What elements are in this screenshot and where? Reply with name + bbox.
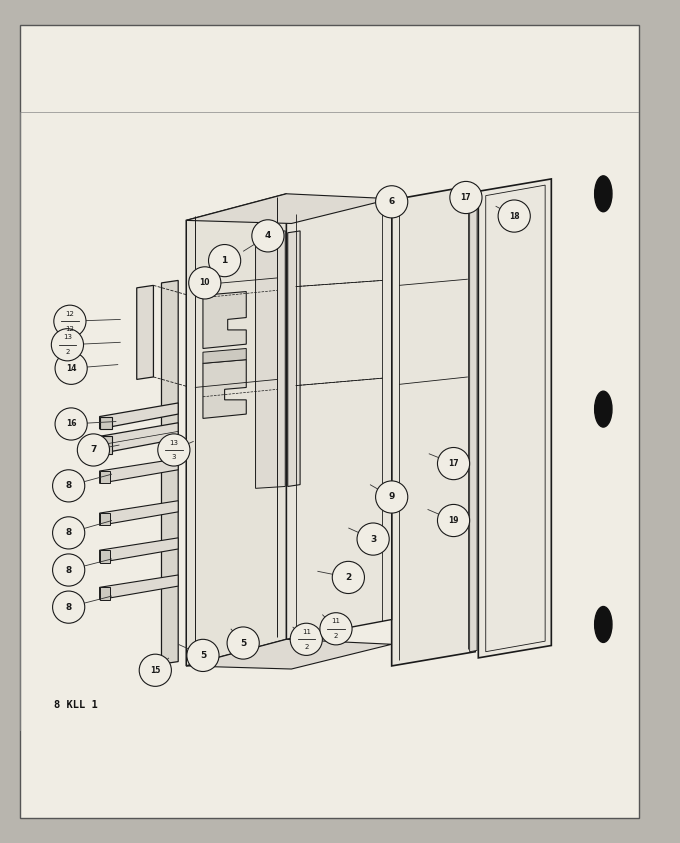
Polygon shape	[470, 186, 477, 652]
Text: 1: 1	[222, 256, 228, 265]
Polygon shape	[288, 231, 300, 486]
Ellipse shape	[594, 176, 612, 212]
Text: 2: 2	[304, 644, 309, 650]
Circle shape	[51, 329, 84, 361]
Polygon shape	[99, 550, 110, 562]
Circle shape	[375, 185, 408, 217]
Circle shape	[437, 448, 470, 480]
Circle shape	[357, 523, 389, 556]
Circle shape	[290, 623, 322, 655]
Polygon shape	[203, 292, 246, 348]
Text: 5: 5	[240, 638, 246, 647]
Text: 11: 11	[302, 629, 311, 635]
Polygon shape	[99, 459, 178, 483]
Text: 8: 8	[65, 603, 72, 612]
Polygon shape	[392, 185, 475, 666]
Polygon shape	[186, 639, 392, 669]
Text: 4: 4	[265, 231, 271, 240]
Text: 2: 2	[334, 633, 338, 639]
Circle shape	[52, 554, 85, 586]
Polygon shape	[203, 360, 246, 418]
Circle shape	[52, 470, 85, 502]
Polygon shape	[99, 501, 178, 525]
Circle shape	[139, 654, 171, 686]
Text: 9: 9	[388, 492, 395, 502]
Text: 16: 16	[66, 420, 76, 428]
Polygon shape	[99, 588, 110, 599]
Polygon shape	[99, 403, 178, 429]
Circle shape	[209, 244, 241, 277]
Text: 2: 2	[65, 349, 69, 355]
Text: 17: 17	[460, 193, 471, 202]
Polygon shape	[161, 281, 178, 664]
Circle shape	[52, 517, 85, 549]
Text: 8: 8	[65, 481, 72, 491]
Polygon shape	[99, 575, 178, 599]
Text: 5: 5	[200, 651, 206, 660]
Polygon shape	[203, 348, 246, 363]
Circle shape	[54, 305, 86, 337]
Polygon shape	[286, 199, 392, 639]
Circle shape	[187, 639, 219, 672]
Text: 6: 6	[388, 197, 395, 207]
Circle shape	[450, 181, 482, 213]
Circle shape	[375, 481, 408, 513]
Circle shape	[498, 200, 530, 232]
Circle shape	[437, 504, 470, 537]
Text: 11: 11	[331, 619, 341, 625]
Text: 13: 13	[169, 439, 178, 446]
Circle shape	[320, 613, 352, 645]
Circle shape	[55, 408, 87, 440]
Circle shape	[78, 434, 109, 466]
Text: 18: 18	[509, 212, 520, 221]
Text: 3: 3	[370, 534, 376, 544]
Polygon shape	[99, 416, 112, 429]
Text: 2: 2	[345, 573, 352, 582]
Polygon shape	[99, 437, 112, 454]
Text: 8: 8	[65, 566, 72, 575]
Polygon shape	[256, 231, 285, 488]
Polygon shape	[99, 513, 110, 525]
Ellipse shape	[594, 391, 612, 427]
Circle shape	[333, 561, 364, 593]
Text: 14: 14	[66, 364, 76, 373]
Text: 19: 19	[448, 516, 459, 525]
Text: 8 KLL 1: 8 KLL 1	[54, 700, 98, 710]
Polygon shape	[478, 179, 551, 658]
Text: 17: 17	[448, 459, 459, 468]
Polygon shape	[99, 538, 178, 562]
Text: 13: 13	[63, 335, 72, 341]
Polygon shape	[186, 194, 392, 223]
Circle shape	[158, 434, 190, 466]
Text: 15: 15	[150, 666, 160, 674]
Text: 12: 12	[65, 325, 74, 331]
Text: 12: 12	[65, 311, 74, 317]
Text: 8: 8	[65, 529, 72, 537]
Polygon shape	[99, 422, 178, 454]
Ellipse shape	[594, 606, 612, 642]
Circle shape	[252, 220, 284, 252]
Circle shape	[227, 627, 259, 659]
Circle shape	[55, 352, 87, 384]
Polygon shape	[137, 286, 154, 379]
Text: 7: 7	[90, 445, 97, 454]
Polygon shape	[99, 471, 110, 483]
Text: 3: 3	[171, 454, 176, 460]
Polygon shape	[186, 194, 286, 666]
Text: 10: 10	[199, 278, 210, 287]
Circle shape	[189, 266, 221, 299]
Circle shape	[52, 591, 85, 623]
